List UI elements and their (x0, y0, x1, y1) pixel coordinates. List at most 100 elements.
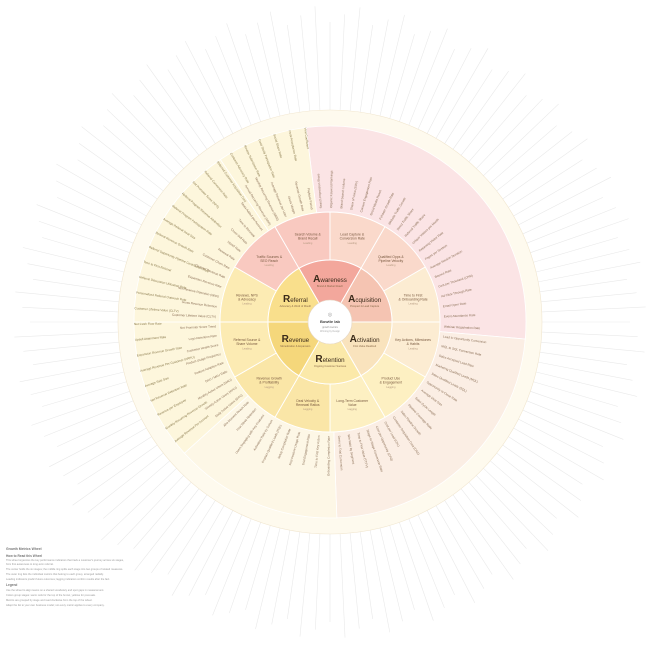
outer-ray (490, 460, 557, 519)
legend-paragraph: The center holds the six stages; the mid… (6, 567, 124, 571)
outer-ray (257, 22, 281, 117)
subsegment-label: & Onboarding Rate (399, 298, 428, 302)
ring-metric-label: Onboarding Completion Rate (326, 436, 330, 476)
legend-paragraph: Use the wheel to align teams on a shared… (6, 588, 105, 592)
outer-ray (535, 371, 638, 397)
subsegment-tag: Lagging (265, 385, 275, 389)
outer-ray (339, 533, 346, 638)
legend-paragraph: Leading indicators predict future outcom… (6, 577, 110, 581)
outer-ray (15, 291, 119, 303)
outer-ray (175, 55, 225, 139)
stage-awareness[interactable] (298, 259, 362, 324)
ring-metric-label: Event Attendance Rate (444, 313, 476, 318)
center-badge[interactable]: ◎ Bowtie lab growth metrics Winning by D… (307, 299, 353, 345)
left-metric-label: Net Cash Flow Rate (134, 322, 162, 326)
subsegment-label: Long-Term Customer (336, 399, 369, 403)
ring-metric-label: Gross Margin (287, 195, 297, 214)
ring-metric-label: Revenue Growth Rate (294, 181, 305, 212)
outer-ray (444, 69, 493, 144)
left-metric-label: Viral Coefficient (303, 127, 310, 149)
subsegment-label: Reviews, NPS (236, 294, 258, 298)
outer-ray (369, 19, 389, 114)
subsegment-tag: Leading (348, 241, 358, 245)
outer-ray (167, 500, 216, 575)
outer-ray (539, 351, 627, 365)
legend-paragraph: This wheel organizes the key performance… (6, 559, 124, 566)
outer-ray (56, 409, 138, 447)
outer-ray (496, 131, 573, 192)
outer-ray (408, 518, 445, 609)
subsegment-label: & Habits (407, 342, 420, 346)
ring-metric-label: Demo to Trial Conversion (337, 435, 344, 470)
subsegment-label: & Profitability (259, 381, 279, 385)
outer-ray (245, 34, 271, 119)
outer-ray (508, 436, 583, 485)
legend-panel: Growth Metrics Wheel How to Read this Wh… (6, 547, 124, 609)
subsegment-label: Pipeline Velocity (378, 259, 403, 263)
ring-metric-label: Net Promoter Score Trend (180, 324, 217, 329)
left-metric-label: Customer Lifetime Value (CLTV) (134, 306, 178, 313)
stage-retention[interactable] (298, 320, 362, 385)
outer-ray (77, 159, 152, 208)
subsegments: Traffic Sources &SEO ReachLeadingSearch … (219, 211, 441, 433)
outer-ray (526, 400, 624, 440)
subsegment-tag: Leading (242, 346, 252, 350)
outer-ray (535, 249, 630, 273)
outer-ray (43, 400, 134, 437)
left-metric-label: Invite Acceptance Rate (288, 130, 299, 162)
outer-ray (14, 331, 119, 338)
outer-ray (22, 307, 119, 313)
outer-ray (42, 381, 127, 407)
outer-ray (287, 25, 301, 113)
stage-subtitle: Ongoing Customer Success (314, 364, 347, 368)
ring-metric-label: Lead to Opportunity Conversion (443, 335, 487, 345)
outer-ray (27, 263, 122, 283)
outer-ray (408, 28, 448, 126)
center-icon: ◎ (328, 312, 333, 318)
outer-ray (490, 125, 557, 184)
outer-ray (103, 125, 170, 184)
ring-metric-label: Email Open Rate (443, 301, 467, 308)
outer-ray (522, 197, 604, 235)
outer-rays (14, 6, 646, 638)
outer-ray (269, 11, 291, 114)
outer-ray (526, 207, 617, 244)
outer-ray (315, 533, 321, 630)
subsegment-tag: Leading (386, 263, 396, 267)
center-circle (307, 299, 353, 345)
outer-ray (444, 500, 493, 575)
ring-metric-label: Bounce Rate (434, 268, 452, 279)
outer-ray (460, 73, 526, 156)
outer-ray (359, 531, 373, 619)
outer-ray (389, 34, 415, 119)
outer-ray (359, 25, 373, 113)
outer-ray (483, 468, 554, 535)
outer-ray (530, 218, 629, 253)
outer-ray (106, 109, 177, 176)
outer-ray (151, 494, 208, 574)
outer-ray (56, 197, 138, 235)
outer-ray (228, 522, 261, 614)
subsegment-label: Referral Source & (233, 338, 261, 342)
outer-ray (19, 361, 122, 383)
outer-ray (139, 79, 200, 156)
outer-ray (533, 381, 618, 407)
ring-metric-label: Logo Retention Rate (188, 334, 217, 341)
subsegment-label: Search Volume & (295, 233, 322, 237)
outer-ray (271, 530, 291, 625)
outer-ray (22, 247, 125, 273)
outer-ray (299, 533, 311, 637)
outer-ray (287, 531, 301, 619)
outer-ray (33, 351, 121, 365)
subsegment-tag: Lagging (348, 407, 358, 411)
ring-metric-label: Time to First Key Action (314, 435, 321, 468)
outer-ray (87, 452, 164, 513)
ring-metric-label: Ad Click-Through Rate (441, 287, 473, 298)
outer-ray (48, 418, 142, 468)
subsegment-tag: Lagging (303, 407, 313, 411)
outer-ray (530, 391, 622, 424)
outer-ray (426, 48, 472, 134)
outer-ray (81, 126, 164, 192)
outer-ray (541, 292, 637, 303)
